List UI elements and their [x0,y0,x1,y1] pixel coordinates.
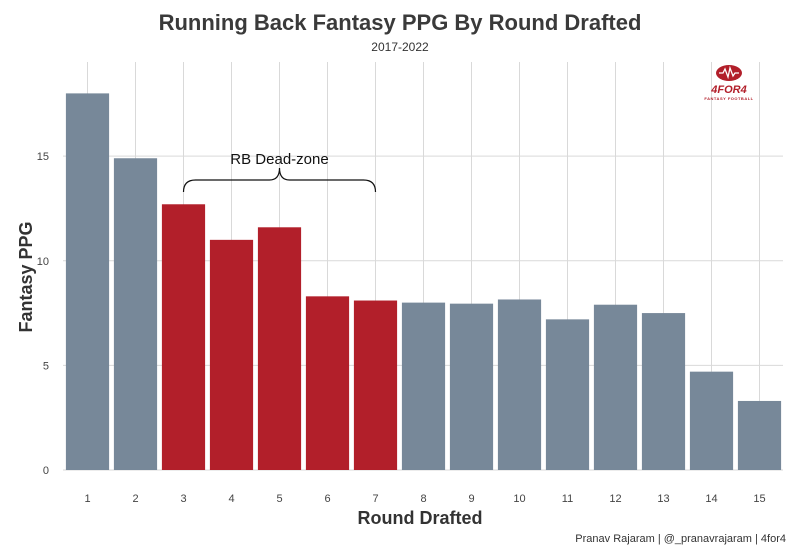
bar-round-3 [161,204,206,470]
y-axis-label: Fantasy PPG [16,221,36,332]
x-tick-label: 5 [276,493,282,505]
logo-text: 4FOR4 [711,84,747,96]
y-tick-label: 5 [43,360,49,372]
x-tick-label: 1 [84,493,90,505]
bar-round-10 [497,299,542,470]
football-icon [716,65,742,81]
bar-round-12 [593,304,638,470]
x-tick-label: 15 [753,493,765,505]
bar-round-4 [209,239,254,470]
chart-subtitle: 2017-2022 [371,40,429,54]
bar-round-9 [449,303,494,470]
bar-round-5 [257,227,302,470]
x-tick-label: 13 [657,493,669,505]
brand-logo: 4FOR4 FANTASY FOOTBALL [702,64,756,104]
chart-title: Running Back Fantasy PPG By Round Drafte… [158,10,642,35]
x-tick-label: 9 [468,493,474,505]
bar-round-2 [113,158,158,470]
annotation: RB Dead-zone [182,151,377,193]
x-tick-label: 4 [228,493,234,505]
y-tick-label: 0 [43,465,49,477]
bar-round-15 [737,400,782,470]
bar-round-7 [353,300,398,470]
bar-round-6 [305,296,350,470]
annotation-label: RB Dead-zone [230,151,328,168]
x-tick-label: 6 [324,493,330,505]
x-axis-label: Round Drafted [358,508,483,528]
x-tick-label: 8 [420,493,426,505]
x-tick-label: 3 [180,493,186,505]
bar-round-8 [401,302,446,470]
x-tick-label: 11 [562,493,573,505]
bar-round-1 [65,93,110,470]
bar-round-14 [689,371,734,470]
y-tick-label: 10 [37,256,49,268]
y-tick-label: 15 [37,151,49,163]
logo-subtext: FANTASY FOOTBALL [704,96,754,101]
bar-round-13 [641,313,686,470]
x-tick-label: 7 [372,493,378,505]
x-tick-label: 12 [609,493,621,505]
x-tick-label: 10 [513,493,525,505]
dead-zone-brace [182,167,377,193]
x-tick-label: 2 [132,493,138,505]
caption: Pranav Rajaram | @_pranavrajaram | 4for4 [575,533,786,545]
bars [65,93,782,470]
bar-round-11 [545,319,590,470]
x-tick-label: 14 [705,493,717,505]
